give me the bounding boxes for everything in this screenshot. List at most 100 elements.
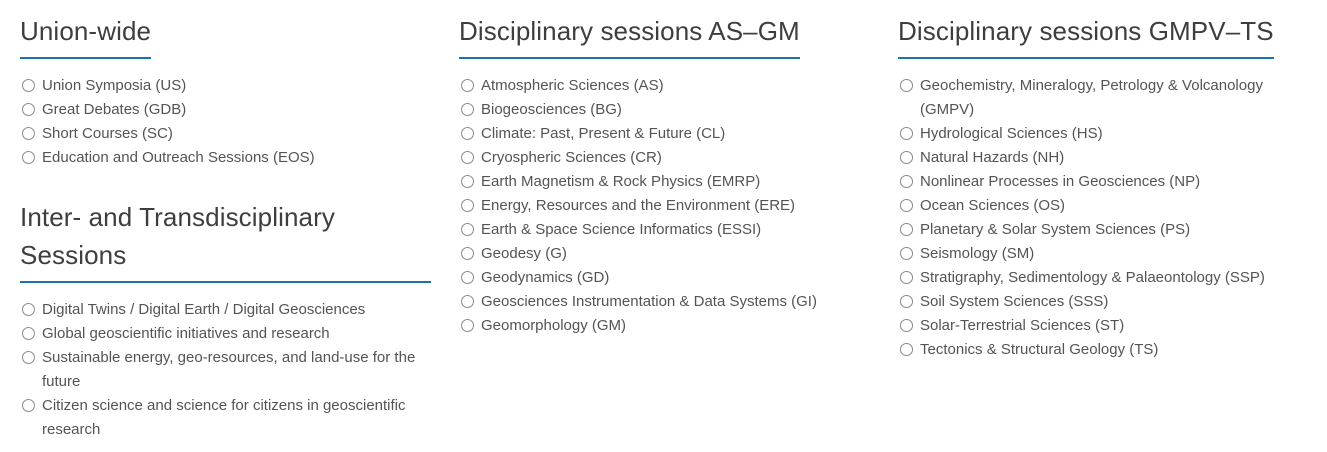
radio-option[interactable]: Cryospheric Sciences (CR)	[459, 146, 870, 170]
radio-option[interactable]: Ocean Sciences (OS)	[898, 194, 1309, 218]
radio-button[interactable]	[461, 319, 474, 332]
radio-button[interactable]	[900, 247, 913, 260]
section-title-disciplinary-gmpv-ts: Disciplinary sessions GMPV–TS	[898, 12, 1274, 59]
radio-option[interactable]: Stratigraphy, Sedimentology & Palaeontol…	[898, 266, 1309, 290]
option-list-inter-transdisciplinary: Digital Twins / Digital Earth / Digital …	[20, 298, 431, 442]
radio-button[interactable]	[22, 151, 35, 164]
column-middle: Disciplinary sessions AS–GM Atmospheric …	[459, 12, 870, 442]
radio-button[interactable]	[900, 199, 913, 212]
radio-option-label: Energy, Resources and the Environment (E…	[481, 197, 796, 214]
radio-option-label: Digital Twins / Digital Earth / Digital …	[42, 301, 366, 318]
radio-button[interactable]	[461, 127, 474, 140]
radio-option-label: Atmospheric Sciences (AS)	[481, 77, 664, 94]
radio-option[interactable]: Tectonics & Structural Geology (TS)	[898, 338, 1309, 362]
radio-button[interactable]	[22, 127, 35, 140]
radio-button[interactable]	[461, 103, 474, 116]
radio-option[interactable]: Hydrological Sciences (HS)	[898, 122, 1309, 146]
section-title-union-wide: Union-wide	[20, 12, 152, 59]
radio-button[interactable]	[461, 295, 474, 308]
radio-option[interactable]: Geodynamics (GD)	[459, 266, 870, 290]
radio-option-label: Short Courses (SC)	[42, 125, 173, 142]
radio-button[interactable]	[900, 295, 913, 308]
radio-option[interactable]: Atmospheric Sciences (AS)	[459, 74, 870, 98]
radio-option-label: Geodesy (G)	[481, 245, 567, 262]
radio-button[interactable]	[900, 79, 913, 92]
radio-option[interactable]: Sustainable energy, geo-resources, and l…	[20, 346, 431, 394]
section-inter-transdisciplinary: Inter- and Transdisciplinary Sessions Di…	[20, 198, 431, 442]
radio-option[interactable]: Nonlinear Processes in Geosciences (NP)	[898, 170, 1309, 194]
radio-button[interactable]	[900, 223, 913, 236]
radio-button[interactable]	[22, 399, 35, 412]
radio-button[interactable]	[22, 103, 35, 116]
radio-button[interactable]	[900, 127, 913, 140]
radio-option[interactable]: Geodesy (G)	[459, 242, 870, 266]
radio-button[interactable]	[900, 319, 913, 332]
radio-button[interactable]	[461, 223, 474, 236]
radio-option-label: Sustainable energy, geo-resources, and l…	[42, 349, 416, 390]
section-title-disciplinary-as-gm: Disciplinary sessions AS–GM	[459, 12, 800, 59]
radio-option[interactable]: Union Symposia (US)	[20, 74, 431, 98]
option-list-disciplinary-as-gm: Atmospheric Sciences (AS) Biogeosciences …	[459, 74, 870, 338]
radio-option-label: Planetary & Solar System Sciences (PS)	[920, 221, 1191, 238]
radio-option-label: Natural Hazards (NH)	[920, 149, 1065, 166]
radio-option[interactable]: Global geoscientific initiatives and res…	[20, 322, 431, 346]
radio-option-label: Union Symposia (US)	[42, 77, 187, 94]
radio-option[interactable]: Biogeosciences (BG)	[459, 98, 870, 122]
radio-option-label: Tectonics & Structural Geology (TS)	[920, 341, 1159, 358]
radio-option-label: Earth Magnetism & Rock Physics (EMRP)	[481, 173, 761, 190]
radio-button[interactable]	[22, 303, 35, 316]
radio-option[interactable]: Education and Outreach Sessions (EOS)	[20, 146, 431, 170]
section-union-wide: Union-wide Union Symposia (US) Great Deba…	[20, 12, 431, 170]
radio-button[interactable]	[461, 271, 474, 284]
radio-option[interactable]: Digital Twins / Digital Earth / Digital …	[20, 298, 431, 322]
radio-option-label: Cryospheric Sciences (CR)	[481, 149, 662, 166]
radio-button[interactable]	[461, 151, 474, 164]
radio-button[interactable]	[22, 327, 35, 340]
radio-option[interactable]: Seismology (SM)	[898, 242, 1309, 266]
radio-option[interactable]: Earth Magnetism & Rock Physics (EMRP)	[459, 170, 870, 194]
session-programme-group-filters: Union-wide Union Symposia (US) Great Deba…	[20, 12, 1309, 442]
radio-button[interactable]	[461, 79, 474, 92]
radio-option-label: Hydrological Sciences (HS)	[920, 125, 1103, 142]
radio-option-label: Geochemistry, Mineralogy, Petrology & Vo…	[920, 77, 1263, 118]
radio-button[interactable]	[461, 175, 474, 188]
radio-button[interactable]	[22, 79, 35, 92]
radio-option-label: Stratigraphy, Sedimentology & Palaeontol…	[920, 269, 1265, 286]
radio-option[interactable]: Geochemistry, Mineralogy, Petrology & Vo…	[898, 74, 1309, 122]
radio-option-label: Biogeosciences (BG)	[481, 101, 622, 118]
section-title-inter-transdisciplinary: Inter- and Transdisciplinary Sessions	[20, 198, 431, 283]
radio-option-label: Climate: Past, Present & Future (CL)	[481, 125, 726, 142]
radio-option-label: Solar-Terrestrial Sciences (ST)	[920, 317, 1125, 334]
section-disciplinary-gmpv-ts: Disciplinary sessions GMPV–TS Geochemist…	[898, 12, 1309, 362]
radio-option-label: Geomorphology (GM)	[481, 317, 627, 334]
radio-option[interactable]: Short Courses (SC)	[20, 122, 431, 146]
radio-option[interactable]: Solar-Terrestrial Sciences (ST)	[898, 314, 1309, 338]
radio-option[interactable]: Soil System Sciences (SSS)	[898, 290, 1309, 314]
radio-button[interactable]	[461, 199, 474, 212]
radio-option[interactable]: Citizen science and science for citizens…	[20, 394, 431, 442]
radio-option[interactable]: Great Debates (GDB)	[20, 98, 431, 122]
radio-option[interactable]: Geomorphology (GM)	[459, 314, 870, 338]
radio-option-label: Earth & Space Science Informatics (ESSI)	[481, 221, 762, 238]
radio-button[interactable]	[900, 343, 913, 356]
radio-option[interactable]: Climate: Past, Present & Future (CL)	[459, 122, 870, 146]
option-list-union-wide: Union Symposia (US) Great Debates (GDB) Sh…	[20, 74, 431, 170]
radio-button[interactable]	[22, 351, 35, 364]
option-list-disciplinary-gmpv-ts: Geochemistry, Mineralogy, Petrology & Vo…	[898, 74, 1309, 362]
column-left: Union-wide Union Symposia (US) Great Deba…	[20, 12, 431, 442]
radio-button[interactable]	[900, 151, 913, 164]
radio-option[interactable]: Planetary & Solar System Sciences (PS)	[898, 218, 1309, 242]
radio-option[interactable]: Earth & Space Science Informatics (ESSI)	[459, 218, 870, 242]
radio-option-label: Education and Outreach Sessions (EOS)	[42, 149, 315, 166]
radio-button[interactable]	[900, 175, 913, 188]
radio-button[interactable]	[461, 247, 474, 260]
column-right: Disciplinary sessions GMPV–TS Geochemist…	[898, 12, 1309, 442]
radio-option-label: Ocean Sciences (OS)	[920, 197, 1066, 214]
radio-option-label: Seismology (SM)	[920, 245, 1035, 262]
radio-option[interactable]: Energy, Resources and the Environment (E…	[459, 194, 870, 218]
radio-option-label: Nonlinear Processes in Geosciences (NP)	[920, 173, 1201, 190]
radio-option[interactable]: Natural Hazards (NH)	[898, 146, 1309, 170]
radio-option-label: Citizen science and science for citizens…	[42, 397, 406, 438]
radio-button[interactable]	[900, 271, 913, 284]
radio-option[interactable]: Geosciences Instrumentation & Data Syste…	[459, 290, 870, 314]
